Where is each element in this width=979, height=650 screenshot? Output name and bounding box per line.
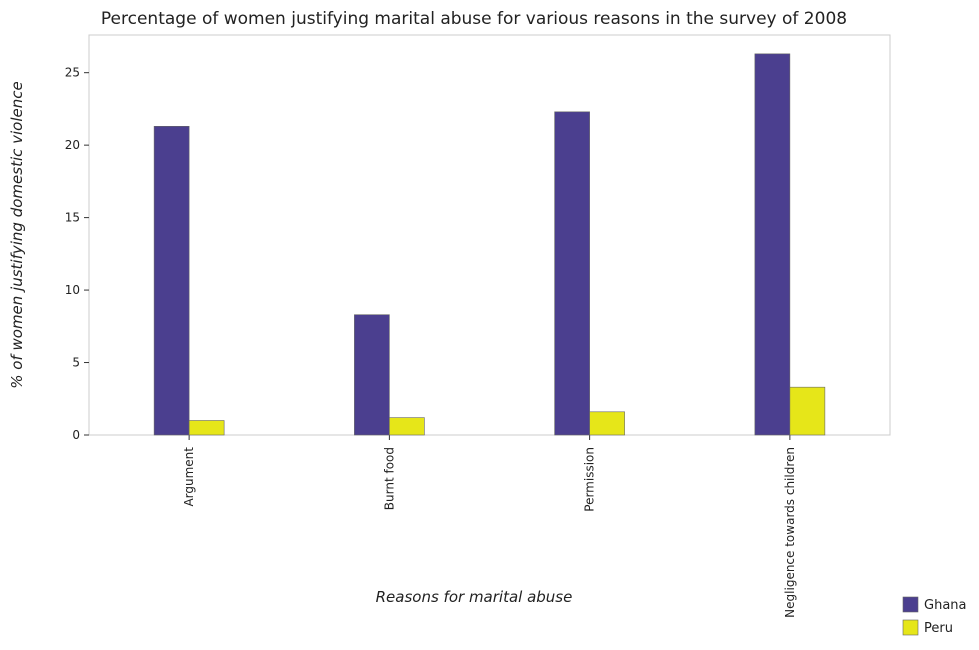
bar-ghana-1 xyxy=(354,314,390,436)
y-tick-label: 20 xyxy=(65,138,80,152)
legend: Ghana Peru xyxy=(902,596,967,636)
bar-ghana-0 xyxy=(153,126,190,436)
chart-title: Percentage of women justifying marital a… xyxy=(101,9,847,29)
legend-label-peru: Peru xyxy=(924,621,953,636)
y-tick-label: 5 xyxy=(72,356,80,370)
bar-peru-2 xyxy=(589,411,625,436)
bars xyxy=(153,53,826,436)
bar-ghana-2 xyxy=(554,111,590,436)
x-axis-label: Reasons for marital abuse xyxy=(376,588,573,606)
x-tick-label: Argument xyxy=(182,447,196,507)
y-tick-label: 25 xyxy=(65,66,80,80)
y-tick-label: 15 xyxy=(65,211,80,225)
legend-label-ghana: Ghana xyxy=(924,598,967,613)
bar-peru-0 xyxy=(188,420,225,436)
bar-peru-3 xyxy=(789,386,826,436)
bar-ghana-3 xyxy=(754,53,791,436)
y-axis-label: % of women justifying domestic violence xyxy=(8,81,26,389)
legend-swatch-peru xyxy=(902,619,919,636)
y-tick-label: 0 xyxy=(72,428,80,442)
bar-peru-1 xyxy=(389,417,425,436)
legend-swatch-ghana xyxy=(902,596,919,613)
y-axis: 0 5 10 15 20 25 xyxy=(65,66,89,442)
x-tick-label: Negligence towards children xyxy=(783,447,797,618)
x-tick-label: Burnt food xyxy=(382,447,396,510)
x-tick-label: Permission xyxy=(583,447,597,512)
x-axis: Argument Burnt food Permission Negligence t… xyxy=(182,435,797,618)
y-tick-label: 10 xyxy=(65,283,80,297)
